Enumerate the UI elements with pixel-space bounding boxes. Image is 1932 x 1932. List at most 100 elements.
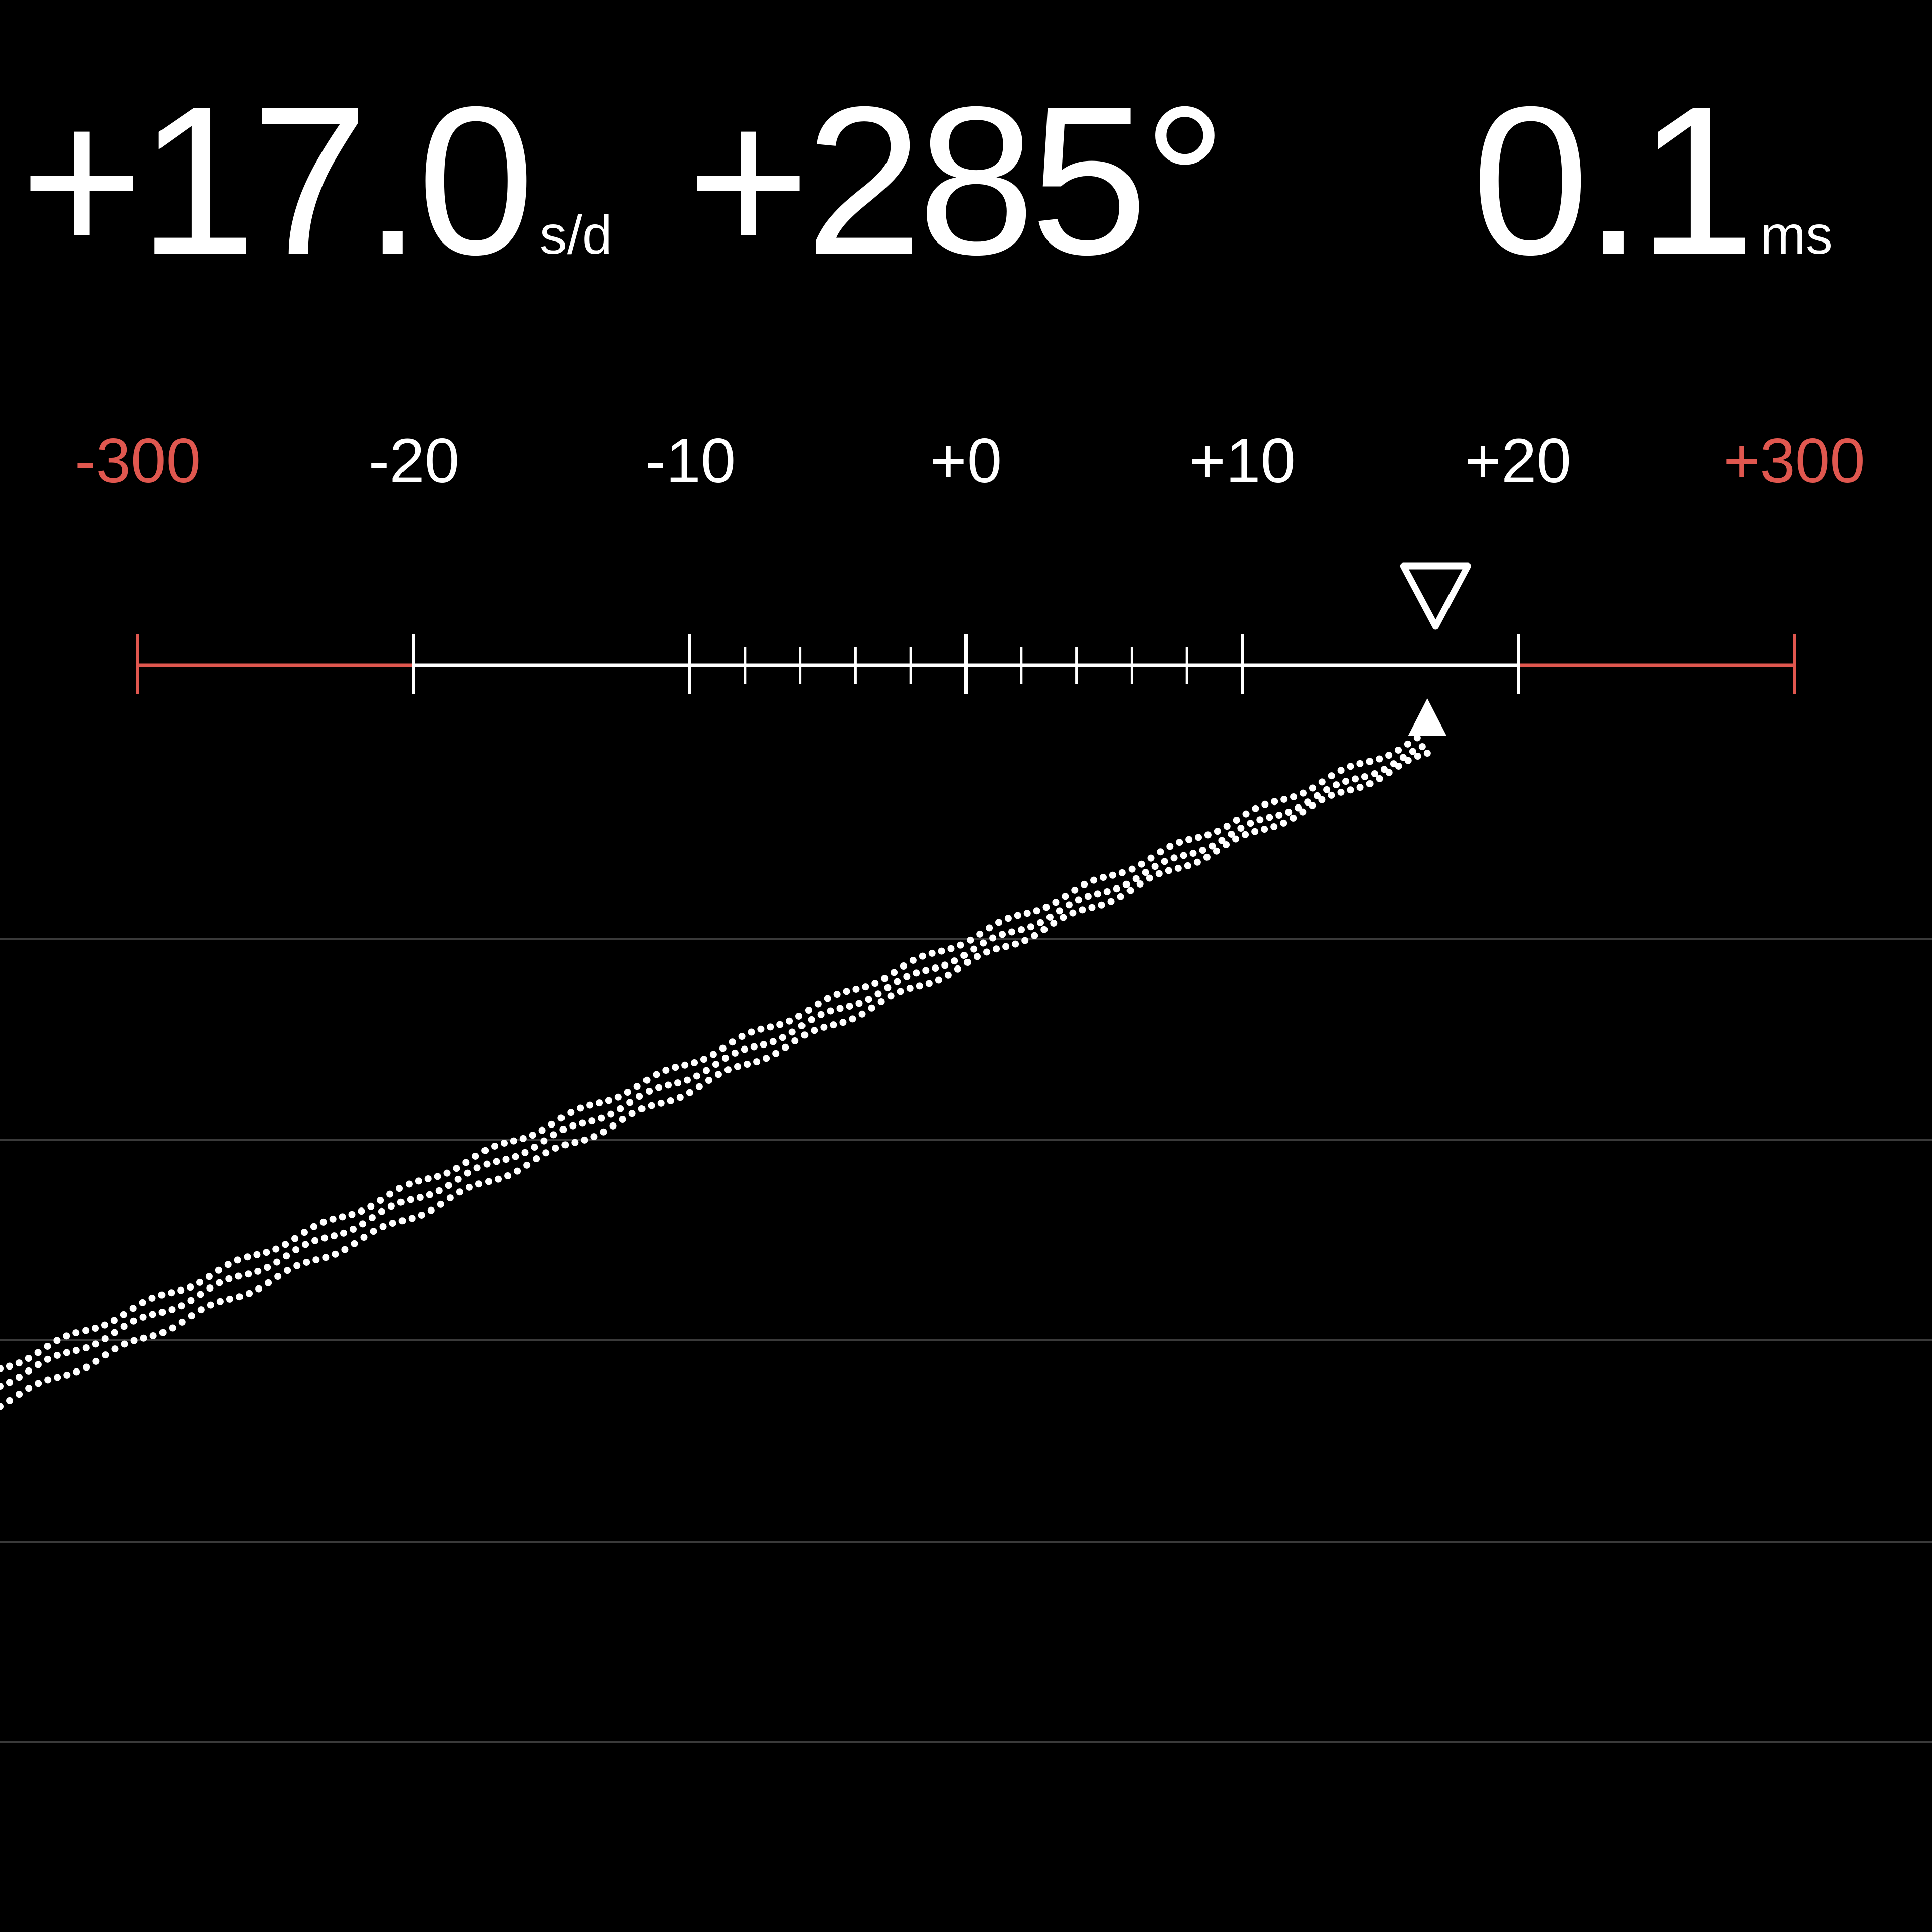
trace-dot (983, 948, 991, 956)
trace-dot (111, 1329, 118, 1336)
trace-dot (909, 956, 917, 964)
trace-dot (705, 1077, 712, 1084)
trace-dot (312, 1256, 320, 1264)
trace-dot (1117, 893, 1124, 900)
trace-dot (954, 965, 961, 973)
trace-dot (408, 1215, 416, 1222)
trace-dot (791, 1037, 799, 1045)
trace-dot (542, 1149, 550, 1157)
trace-dot (34, 1349, 42, 1356)
trace-dot (1170, 854, 1178, 862)
trace-dot (1223, 841, 1230, 848)
trace-dot (1323, 786, 1331, 793)
trace-dot (207, 1301, 214, 1309)
trace-dot (1251, 828, 1259, 835)
trace-dot (1036, 919, 1044, 926)
trace-dot (148, 1294, 156, 1302)
trace-dot (932, 964, 939, 972)
trace-dot (877, 998, 885, 1006)
trace-dot (25, 1367, 32, 1375)
trace-dot (814, 1000, 822, 1008)
trace-dot (1295, 804, 1302, 812)
trace-dot (839, 1019, 847, 1026)
trace-dot (1088, 904, 1096, 911)
trace-dot (1136, 880, 1144, 888)
trace-dot (1299, 808, 1307, 816)
trace-dot (862, 983, 869, 991)
trace-dot (846, 1003, 853, 1010)
trace-dot (149, 1311, 156, 1318)
trace-dot (196, 1278, 204, 1286)
trace-dot (303, 1258, 310, 1266)
trace-dot (63, 1349, 70, 1356)
trace-dot (389, 1220, 396, 1227)
trace-dot (714, 1071, 722, 1078)
trace-dot (255, 1285, 263, 1293)
trace-dot (453, 1165, 460, 1172)
trace-dot (1376, 775, 1383, 782)
trace-dot (92, 1325, 99, 1332)
trace-dot (158, 1309, 166, 1316)
trace-dot (514, 1167, 521, 1175)
trace-dot (989, 934, 997, 942)
trace-dot (1033, 907, 1040, 915)
trace-dot (643, 1076, 651, 1084)
trace-dot (986, 924, 993, 932)
trace-dot (437, 1200, 444, 1208)
trace-dot (533, 1155, 540, 1163)
trace-dot (548, 1120, 555, 1128)
trace-dot (665, 1081, 672, 1089)
trace-dot (712, 1061, 719, 1068)
trace-dot (53, 1337, 61, 1344)
trace-dot (111, 1345, 119, 1353)
trace-dot (590, 1133, 598, 1141)
trace-dot (235, 1272, 243, 1280)
trace-dot (1361, 773, 1369, 780)
trace-dot (1204, 831, 1212, 839)
trace-dot (1413, 734, 1421, 742)
trace-dot (370, 1228, 377, 1235)
trace-dot (82, 1327, 90, 1334)
trace-dot (571, 1139, 579, 1146)
trace-dot (465, 1183, 473, 1191)
trace-dot (500, 1139, 508, 1147)
trace-dot (273, 1258, 281, 1266)
trace-dot (1014, 912, 1021, 919)
trace-dot (709, 1051, 717, 1058)
trace-dot (1233, 817, 1240, 824)
trace-dot (187, 1283, 194, 1291)
trace-dot (607, 1110, 615, 1118)
trace-dot (1333, 781, 1340, 789)
trace-dot (980, 939, 987, 947)
trace-dot (567, 1109, 575, 1116)
trace-dot (1157, 848, 1164, 856)
rate-marker-down-triangle-icon (1400, 562, 1471, 630)
trace-dot (1237, 824, 1245, 832)
trace-dot (139, 1313, 147, 1321)
trace-dot (462, 1159, 470, 1166)
trace-dot (1081, 880, 1088, 888)
trace-dot (1318, 778, 1326, 786)
trace-dot (159, 1329, 167, 1336)
trace-dot (246, 1290, 253, 1297)
trace-dot (129, 1305, 137, 1312)
trace-dot (1280, 795, 1288, 803)
trace-dot (702, 1067, 710, 1074)
trace-dot (178, 1302, 185, 1310)
trace-dot (1275, 811, 1283, 819)
trace-dot (836, 1005, 844, 1012)
trace-dot (887, 992, 895, 1000)
trace-dot (1414, 753, 1421, 760)
trace-dot (695, 1083, 703, 1090)
trace-dot (25, 1385, 33, 1392)
trace-dot (130, 1337, 138, 1344)
trace-dot (348, 1211, 356, 1218)
trace-dot (0, 1365, 4, 1372)
trace-dot (1107, 898, 1115, 905)
scale-label: -300 (74, 426, 201, 496)
scale-label: +300 (1723, 426, 1865, 496)
trace-dot (881, 975, 889, 982)
trace-dot (6, 1379, 13, 1386)
trace-dot (1404, 757, 1412, 764)
trace-dot (1328, 791, 1335, 799)
